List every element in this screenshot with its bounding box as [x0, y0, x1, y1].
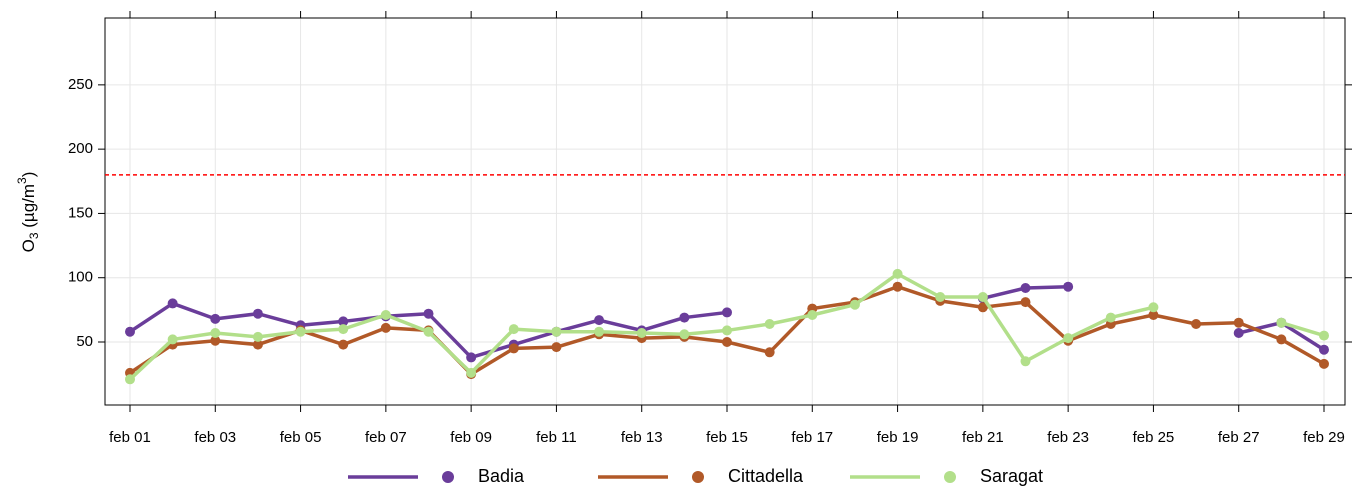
legend-dot — [692, 471, 704, 483]
data-point — [210, 313, 221, 324]
y-tick-label: 50 — [76, 333, 93, 350]
data-point — [551, 326, 562, 337]
data-point — [722, 307, 732, 318]
data-point — [252, 331, 263, 342]
data-point — [380, 310, 391, 320]
data-point — [1020, 297, 1031, 308]
legend-label: Saragat — [980, 466, 1043, 486]
data-point — [1319, 344, 1329, 355]
data-point — [892, 281, 903, 292]
data-point — [722, 337, 732, 347]
y-tick-label: 200 — [68, 140, 93, 157]
data-point — [338, 316, 349, 327]
x-tick-label: feb 17 — [791, 429, 833, 446]
data-point — [935, 292, 946, 302]
y-label-mid: (µg/m — [19, 184, 38, 233]
data-point — [679, 329, 690, 340]
data-point — [508, 324, 519, 335]
legend-label: Badia — [478, 466, 525, 486]
data-point — [551, 342, 562, 353]
data-point — [1105, 312, 1116, 323]
x-tick-label: feb 11 — [536, 429, 577, 446]
data-point — [764, 347, 775, 358]
data-point — [295, 326, 306, 337]
data-point — [1233, 317, 1244, 328]
y-label-main: O — [19, 239, 38, 252]
data-point — [1233, 328, 1244, 338]
data-point — [252, 339, 263, 350]
data-point — [508, 343, 519, 354]
data-point — [1276, 334, 1287, 345]
legend-label: Cittadella — [728, 466, 804, 486]
plot-frame — [104, 17, 1346, 406]
data-point — [466, 352, 477, 363]
data-point — [1191, 319, 1202, 329]
x-tick-label: feb 13 — [621, 429, 663, 446]
data-point — [977, 292, 988, 302]
data-point — [210, 328, 221, 338]
x-tick-label: feb 25 — [1133, 429, 1175, 446]
data-point — [1148, 302, 1159, 313]
data-point — [636, 328, 647, 338]
y-label-sup: 3 — [15, 177, 29, 184]
data-point — [380, 322, 391, 333]
x-tick-label: feb 23 — [1047, 429, 1089, 446]
x-tick-label: feb 03 — [194, 429, 236, 446]
legend: Badia Cittadella Saragat — [348, 466, 1043, 486]
data-point — [849, 299, 860, 310]
legend-dot — [442, 471, 454, 483]
x-tick-label: feb 19 — [877, 429, 919, 446]
data-point — [892, 268, 903, 279]
data-point — [679, 312, 690, 323]
x-tick-label: feb 09 — [450, 429, 492, 446]
data-point — [1319, 358, 1329, 369]
y-tick-label: 150 — [68, 204, 93, 221]
data-point — [466, 367, 477, 378]
data-point — [764, 319, 775, 329]
data-point — [1020, 283, 1031, 293]
data-point — [1148, 310, 1159, 320]
y-axis-label: O3 (µg/m3) — [15, 172, 41, 253]
data-point — [807, 310, 818, 320]
data-point — [722, 325, 732, 336]
x-tick-label: feb 29 — [1303, 429, 1345, 446]
data-point — [1276, 317, 1287, 328]
data-point — [594, 315, 605, 326]
x-tick-label: feb 01 — [109, 429, 151, 446]
data-point — [167, 334, 178, 345]
data-point — [252, 308, 263, 319]
x-tick-label: feb 21 — [962, 429, 1004, 446]
legend-dot — [944, 471, 956, 483]
y-label-end: ) — [19, 172, 38, 178]
x-tick-label: feb 05 — [280, 429, 322, 446]
data-point — [210, 335, 221, 346]
data-point — [1020, 356, 1031, 367]
y-tick-label: 250 — [68, 76, 93, 93]
data-point — [338, 339, 349, 350]
data-point — [167, 298, 178, 309]
data-point — [338, 324, 349, 335]
y-label-sub: 3 — [27, 232, 41, 239]
y-tick-label: 100 — [68, 269, 93, 286]
data-point — [125, 326, 135, 337]
data-point — [1319, 330, 1329, 341]
data-point — [423, 308, 434, 319]
data-point — [594, 326, 605, 337]
data-point — [1063, 333, 1074, 344]
data-point — [1063, 281, 1074, 292]
x-tick-label: feb 15 — [706, 429, 748, 446]
x-tick-label: feb 27 — [1218, 429, 1260, 446]
data-point — [977, 302, 988, 313]
data-point — [423, 326, 434, 337]
x-tick-label: feb 07 — [365, 429, 407, 446]
data-point — [125, 374, 135, 385]
